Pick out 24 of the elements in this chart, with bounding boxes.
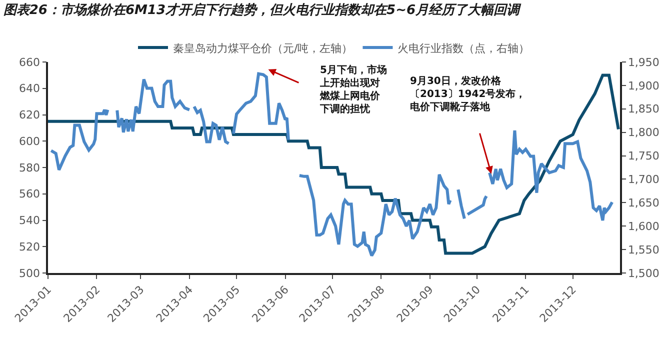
y2-tick-label: 1,600 [628, 220, 660, 233]
y-tick-label: 560 [19, 188, 40, 201]
y-tick-label: 660 [19, 56, 40, 69]
legend-label: 火电行业指数（点，右轴） [398, 42, 530, 55]
y2-tick-label: 1,700 [628, 173, 660, 186]
y-tick-label: 500 [19, 266, 40, 280]
y-tick-label: 600 [19, 134, 40, 148]
chart-title: 图表26：市场煤价在6M13才开启下行趋势，但火电行业指数却在5~6月经历了大幅回调 [3, 2, 522, 18]
y2-tick-label: 1,650 [628, 196, 660, 210]
annotation: 5月下旬，市场上开始出现对燃煤上网电价下调的担忧 [319, 64, 387, 115]
y-tick-label: 620 [19, 108, 40, 122]
y2-tick-label: 1,750 [628, 150, 660, 163]
y2-tick-label: 1,550 [628, 243, 660, 256]
y2-tick-label: 1,900 [628, 79, 660, 92]
y2-tick-label: 1,500 [628, 266, 660, 280]
legend-label: 秦皇岛动力煤平仓价（元/吨，左轴） [173, 42, 353, 55]
annotation: 9月30日，发改价格〔2013〕1942号发布，电价下调靴子落地 [410, 75, 526, 113]
y-tick-label: 520 [19, 240, 40, 254]
y-tick-label: 640 [19, 82, 40, 96]
y2-tick-label: 1,850 [628, 102, 660, 116]
y-tick-label: 580 [19, 161, 40, 174]
y2-tick-label: 1,950 [628, 56, 660, 69]
y-tick-label: 540 [19, 214, 40, 228]
y2-tick-label: 1,800 [628, 126, 660, 140]
